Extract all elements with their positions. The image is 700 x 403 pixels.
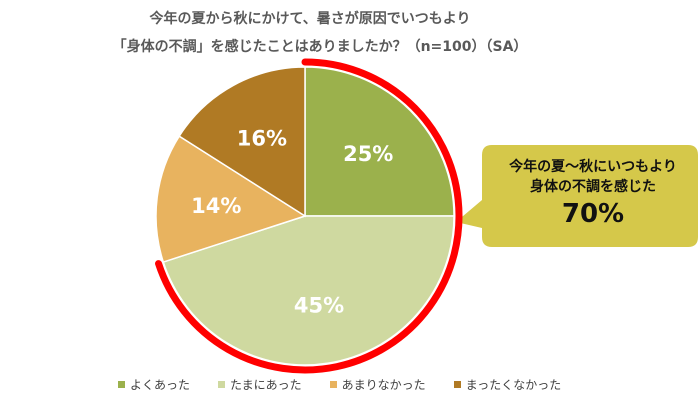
legend-item: あまりなかった (329, 376, 426, 393)
legend-item: よくあった (118, 376, 190, 393)
chart-title-line1: 今年の夏から秋にかけて、暑さが原因でいつもより (149, 11, 471, 27)
slice-label: 14% (191, 194, 241, 218)
legend: よくあった たまにあった あまりなかった まったくなかった (118, 376, 561, 393)
legend-swatch (218, 381, 226, 388)
legend-label: よくあった (130, 378, 191, 392)
pie-slice-1 (162, 215, 455, 366)
legend-label: まったくなかった (465, 378, 562, 392)
pie-slice-0 (304, 66, 455, 217)
callout-text: 今年の夏～秋にいつもより 身体の不調を感じた 70% (488, 157, 698, 231)
legend-label: あまりなかった (341, 378, 426, 392)
chart-title-line2: 「身体の不調」を感じたことはありましたか？（n=100）（SA） (112, 39, 528, 55)
legend-item: まったくなかった (453, 376, 562, 393)
callout-line2: 身体の不調を感じた (530, 179, 656, 195)
callout-line1: 今年の夏～秋にいつもより (509, 159, 677, 175)
callout-value: 70% (561, 199, 625, 229)
legend-swatch (453, 381, 461, 388)
slice-label: 45% (294, 293, 344, 317)
pie-slice-2 (155, 135, 307, 263)
legend-swatch (118, 381, 125, 388)
legend-item: たまにあった (218, 376, 302, 393)
legend-label: たまにあった (230, 378, 302, 392)
pie-slice-3 (178, 66, 306, 218)
legend-swatch (329, 381, 337, 388)
slice-label: 16% (237, 127, 287, 151)
slice-label: 25% (343, 142, 393, 166)
callout-bubble (456, 145, 698, 247)
highlight-arc (155, 58, 463, 374)
